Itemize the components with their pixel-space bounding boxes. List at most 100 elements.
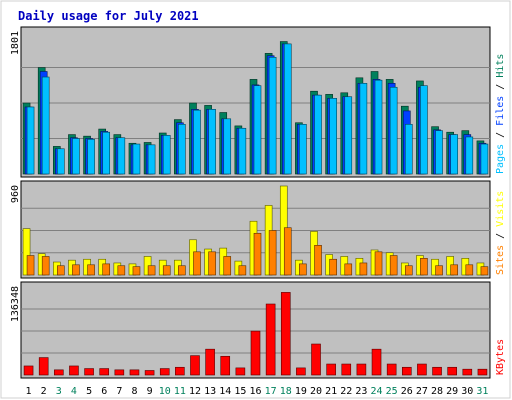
bar-sites-day-17 bbox=[268, 230, 277, 276]
x-tick-label-day-29: 29 bbox=[446, 386, 458, 397]
bar-sites-day-30 bbox=[465, 264, 474, 276]
bar-pages-day-17 bbox=[268, 57, 277, 175]
bar-sites-day-14 bbox=[223, 256, 232, 276]
bar-pages-day-31 bbox=[480, 143, 489, 175]
bar-sites-day-26 bbox=[404, 265, 413, 276]
bar-sites-day-29 bbox=[450, 264, 458, 276]
x-tick-label-day-22: 22 bbox=[340, 386, 352, 397]
panel-kbytes: 136348 KBytes bbox=[10, 281, 506, 379]
bar-sites-day-27 bbox=[420, 258, 428, 276]
x-tick-label-day-5: 5 bbox=[86, 386, 92, 397]
bar-kbytes-day-11 bbox=[175, 366, 185, 376]
bar-kbytes-day-30 bbox=[462, 368, 473, 376]
bar-sites-day-8 bbox=[132, 266, 141, 276]
x-tick-label-day-18: 18 bbox=[280, 386, 292, 397]
x-tick-label-day-6: 6 bbox=[101, 386, 107, 397]
x-axis-day-labels: 1 2 3 4 5 6 7 8 9 10 11 12 13 14 15 16 17 18 19 20 21 22 23 24 2… bbox=[26, 386, 489, 397]
chart-title: Daily usage for July 2021 bbox=[18, 9, 199, 23]
legend-separator: / bbox=[495, 227, 506, 245]
bar-kbytes-day-14 bbox=[220, 355, 231, 376]
bar-kbytes-day-20 bbox=[311, 343, 321, 376]
x-tick-label-day-27: 27 bbox=[416, 386, 428, 397]
bar-pages-day-9 bbox=[147, 144, 156, 175]
x-tick-label-day-14: 14 bbox=[219, 386, 231, 397]
bar-pages-day-3 bbox=[57, 148, 65, 175]
x-tick-label-day-12: 12 bbox=[189, 386, 201, 397]
x-tick-label-day-26: 26 bbox=[401, 386, 413, 397]
bar-kbytes-day-8 bbox=[129, 369, 140, 376]
x-tick-label-day-15: 15 bbox=[234, 386, 246, 397]
bar-pages-day-7 bbox=[117, 137, 126, 175]
bar-sites-day-24 bbox=[374, 251, 383, 276]
bar-sites-day-11 bbox=[178, 265, 186, 276]
panel-kbytes-axis-max-label: 136348 bbox=[10, 286, 21, 322]
x-tick-label-day-24: 24 bbox=[371, 386, 383, 397]
x-tick-label-day-9: 9 bbox=[147, 386, 153, 397]
bar-sites-day-19 bbox=[299, 263, 307, 276]
panel-hits-files-pages-legend: Pages / Files / Hits bbox=[495, 54, 506, 174]
bar-kbytes-day-23 bbox=[356, 363, 367, 376]
bar-pages-day-4 bbox=[72, 138, 80, 175]
bar-kbytes-day-29 bbox=[447, 366, 457, 376]
bar-pages-day-23 bbox=[359, 83, 368, 175]
bar-pages-day-16 bbox=[253, 85, 262, 175]
bar-sites-day-12 bbox=[193, 251, 201, 276]
bar-visits-day-1 bbox=[22, 228, 31, 276]
bar-sites-day-3 bbox=[57, 265, 65, 276]
bar-pages-day-13 bbox=[208, 109, 216, 175]
bar-sites-day-10 bbox=[162, 265, 171, 276]
x-tick-label-day-7: 7 bbox=[116, 386, 122, 397]
legend-item-sites: Sites bbox=[495, 245, 506, 275]
bar-pages-day-26 bbox=[404, 124, 413, 175]
bar-sites-day-9 bbox=[147, 265, 156, 276]
bar-sites-day-2 bbox=[41, 256, 50, 276]
x-tick-label-day-25: 25 bbox=[386, 386, 398, 397]
bar-pages-day-19 bbox=[299, 124, 307, 175]
bar-pages-day-24 bbox=[374, 79, 383, 175]
bar-pages-day-15 bbox=[238, 127, 247, 175]
bar-pages-day-11 bbox=[178, 124, 186, 175]
x-tick-label-day-17: 17 bbox=[265, 386, 277, 397]
x-tick-label-day-28: 28 bbox=[431, 386, 443, 397]
bar-sites-day-18 bbox=[283, 227, 292, 276]
bar-sites-day-5 bbox=[87, 264, 95, 276]
bar-pages-day-8 bbox=[132, 143, 141, 175]
x-tick-label-day-1: 1 bbox=[26, 386, 32, 397]
bar-kbytes-day-16 bbox=[250, 330, 261, 376]
bar-kbytes-day-10 bbox=[159, 368, 170, 376]
legend-separator: / bbox=[495, 78, 506, 96]
bar-kbytes-day-15 bbox=[235, 367, 246, 376]
bar-pages-day-29 bbox=[450, 134, 458, 175]
x-tick-label-day-13: 13 bbox=[204, 386, 216, 397]
bar-kbytes-day-3 bbox=[54, 369, 64, 376]
bar-pages-day-5 bbox=[87, 139, 95, 175]
bar-kbytes-day-24 bbox=[371, 348, 382, 376]
bar-pages-day-27 bbox=[420, 85, 428, 175]
x-tick-label-day-30: 30 bbox=[461, 386, 473, 397]
bar-sites-day-1 bbox=[26, 255, 35, 276]
bar-sites-day-28 bbox=[435, 265, 443, 276]
bar-sites-day-7 bbox=[117, 265, 126, 276]
bar-sites-day-21 bbox=[329, 258, 337, 276]
panel-visits-sites: 960 Sites / Visits bbox=[10, 180, 506, 279]
bar-kbytes-day-28 bbox=[432, 366, 442, 376]
bar-sites-day-22 bbox=[344, 263, 353, 276]
bar-kbytes-day-25 bbox=[386, 363, 397, 376]
bar-kbytes-day-4 bbox=[69, 365, 79, 376]
bar-pages-day-30 bbox=[465, 136, 474, 175]
legend-text: Sites / Visits bbox=[495, 191, 506, 275]
bar-kbytes-day-13 bbox=[205, 348, 215, 376]
bar-pages-day-2 bbox=[41, 76, 50, 175]
bar-kbytes-day-1 bbox=[23, 365, 34, 376]
bar-pages-day-21 bbox=[329, 98, 337, 175]
x-tick-label-day-2: 2 bbox=[41, 386, 47, 397]
legend-item-files: Files bbox=[495, 96, 506, 126]
bar-pages-day-1 bbox=[26, 106, 35, 175]
x-tick-label-day-23: 23 bbox=[355, 386, 367, 397]
legend-text: KBytes bbox=[495, 339, 506, 375]
bar-kbytes-day-21 bbox=[326, 363, 336, 376]
x-tick-label-day-10: 10 bbox=[159, 386, 171, 397]
